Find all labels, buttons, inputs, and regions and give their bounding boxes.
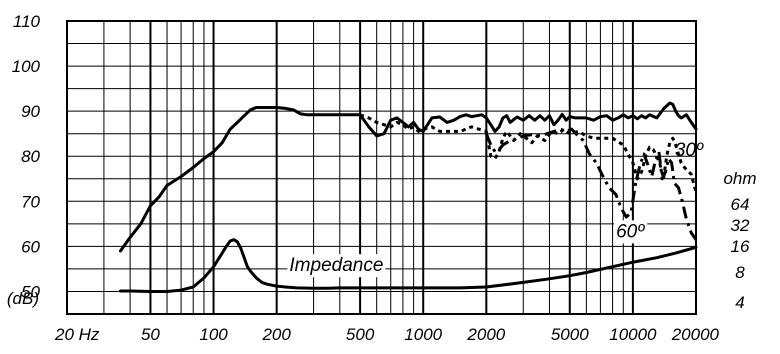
x-tick-label: 500	[346, 325, 375, 344]
x-tick-label: 2000	[466, 325, 505, 344]
annotation-impedance_label: Impedance	[289, 255, 383, 276]
x-tick-label: 20000	[671, 325, 720, 344]
y-tick-label: 70	[21, 192, 40, 211]
x-tick-label: 10000	[609, 325, 657, 344]
series-group	[119, 101, 698, 293]
x-tick-label: 100	[199, 325, 228, 344]
x-tick-label: 5000	[551, 325, 589, 344]
x-tick-label: 1000	[404, 325, 442, 344]
x-axis-labels: 20 Hz 50 100 200 500 1000 2000 5000 10000 20000	[54, 325, 720, 344]
y-tick-label: 80	[21, 147, 40, 166]
y-axis-unit-label: (dB)	[7, 289, 39, 308]
right-tick-label: 8	[735, 263, 745, 282]
right-axis-unit-label: ohm	[723, 169, 756, 188]
series-deg60-line	[484, 127, 698, 241]
right-axis-labels: ohm 64 32 16 8 4	[723, 169, 756, 312]
y-axis-labels: 110 100 90 80 70 60 50(dB)	[7, 12, 41, 308]
plot-frame	[66, 20, 697, 315]
right-tick-label: 64	[731, 195, 750, 214]
annotation-deg60_label: 60º	[616, 221, 645, 242]
right-tick-label: 32	[731, 216, 750, 235]
series-on_axis-line	[119, 101, 698, 253]
annotations: Impedance 30º 60º	[287, 140, 704, 278]
x-tick-label: 200	[261, 325, 291, 344]
right-tick-label: 4	[735, 293, 744, 312]
y-tick-label: 60	[21, 237, 40, 256]
y-tick-label: 90	[21, 102, 40, 121]
x-tick-label: 50	[141, 325, 160, 344]
y-tick-label: 100	[12, 57, 41, 76]
annotation-background	[287, 254, 386, 278]
series-impedance-line	[119, 238, 698, 293]
x-tick-label: 20 Hz	[54, 325, 100, 344]
right-tick-label: 16	[731, 237, 750, 256]
annotation-background	[614, 220, 648, 244]
series-deg30-line	[359, 113, 698, 193]
annotation-deg30_label: 30º	[675, 140, 704, 161]
plot-border	[66, 20, 697, 315]
y-tick-label: 50	[21, 282, 40, 301]
y-tick-label: 110	[13, 12, 41, 31]
